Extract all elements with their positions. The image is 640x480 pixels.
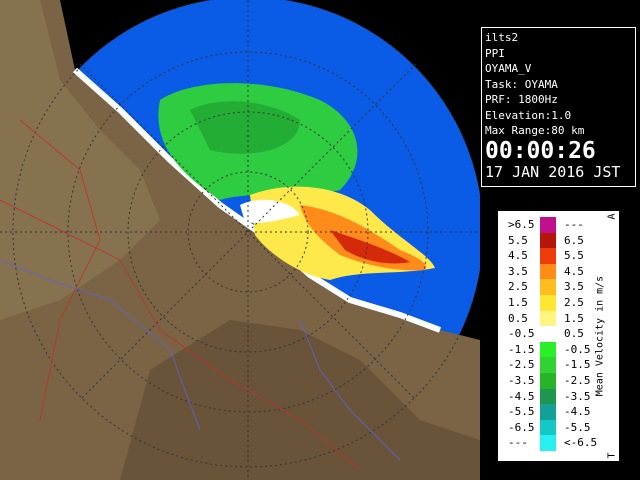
legend-high: -1.5	[564, 358, 591, 372]
legend-swatch	[540, 357, 556, 373]
legend-low: >6.5	[508, 218, 535, 231]
legend-low: 0.5	[508, 311, 528, 325]
rivers	[0, 259, 401, 461]
legend-high: 5.5	[564, 249, 584, 263]
legend-swatch	[540, 263, 556, 280]
info-panel: ilts2 PPI OYAMA_V Task: OYAMA PRF: 1800H…	[481, 27, 636, 187]
info-line: OYAMA_V	[485, 62, 532, 75]
range-rings	[0, 0, 480, 480]
terrain	[120, 320, 480, 480]
legend-row: -4.5 -3.5	[498, 388, 591, 405]
legend-high: <-6.5	[564, 436, 598, 450]
legend-swatch	[540, 310, 556, 327]
legend-swatch	[540, 373, 556, 389]
legend-low: -1.5	[508, 342, 535, 356]
legend-row: 5.5 6.5	[498, 232, 590, 249]
legend-swatch	[540, 232, 556, 249]
legend-low: -6.5	[508, 420, 535, 434]
legend-low: 5.5	[508, 233, 528, 247]
legend-low: ---	[508, 436, 528, 450]
legend: Mean Velocity in m/s A T >6.5 --- 5.5 6.5 4.…	[497, 210, 620, 462]
echo-approaching-core	[190, 101, 300, 154]
radar-map	[0, 0, 480, 480]
legend-marker: T	[606, 452, 618, 459]
legend-row: 1.5 2.5	[498, 295, 590, 311]
info-line: Max Range:80 km	[485, 124, 585, 137]
info-line: PRF: 1800Hz	[485, 93, 558, 106]
date: 17 JAN 2016 JST	[485, 162, 621, 181]
legend-row: --- <-6.5	[498, 435, 597, 451]
legend-row: 3.5 4.5	[498, 263, 590, 280]
legend-high: 0.5	[564, 327, 584, 341]
legend-low: -3.5	[508, 374, 535, 387]
legend-swatch	[540, 341, 556, 358]
legend-row: -2.5 -1.5	[498, 357, 591, 373]
legend-low: 2.5	[508, 280, 528, 294]
legend-swatch	[540, 404, 556, 420]
legend-marker: A	[606, 213, 618, 220]
legend-low: -4.5	[508, 389, 535, 403]
legend-row: 0.5 1.5	[498, 310, 590, 327]
legend-high: 1.5	[564, 311, 584, 325]
info-line: ilts2	[485, 31, 519, 44]
legend-high: -0.5	[564, 342, 591, 356]
boundaries	[0, 119, 361, 471]
legend-low: -0.5	[508, 327, 535, 341]
legend-swatch	[540, 248, 556, 264]
legend-swatch	[540, 419, 556, 436]
legend-row: -0.5 0.5	[498, 326, 590, 342]
legend-row: 2.5 3.5	[498, 279, 590, 295]
info-line: Elevation:1.0	[485, 108, 572, 122]
legend-low: 1.5	[508, 296, 528, 309]
info-line: PPI	[485, 46, 505, 60]
legend-low: 4.5	[508, 249, 528, 263]
legend-high: 2.5	[564, 296, 584, 309]
legend-low: -5.5	[508, 405, 535, 419]
terrain	[0, 0, 160, 320]
legend-high: 3.5	[564, 280, 584, 294]
legend-swatch	[540, 295, 556, 311]
legend-high: ---	[564, 218, 584, 231]
legend-row: >6.5 ---	[498, 217, 590, 233]
legend-swatch	[540, 326, 556, 342]
info-line: Task: OYAMA	[485, 77, 558, 91]
legend-low: 3.5	[508, 264, 528, 278]
legend-high: -3.5	[564, 389, 591, 403]
legend-high: -4.5	[564, 405, 591, 419]
legend-high: -2.5	[564, 374, 591, 387]
time: 00:00:26	[485, 137, 596, 164]
legend-swatch	[540, 279, 556, 295]
legend-swatch	[540, 388, 556, 405]
legend-high: -5.5	[564, 420, 591, 434]
legend-row: -6.5 -5.5	[498, 419, 591, 436]
echo-receding-peak	[330, 230, 410, 264]
legend-row: 4.5 5.5	[498, 248, 590, 264]
legend-row: -1.5 -0.5	[498, 341, 591, 358]
legend-high: 4.5	[564, 264, 584, 278]
legend-title: Mean Velocity in m/s	[594, 275, 606, 397]
legend-swatch	[540, 217, 556, 233]
legend-high: 6.5	[564, 233, 584, 247]
legend-row: -5.5 -4.5	[498, 404, 591, 420]
legend-swatch	[540, 435, 556, 451]
legend-low: -2.5	[508, 358, 535, 372]
legend-row: -3.5 -2.5	[498, 373, 591, 389]
echo-zero	[240, 199, 300, 223]
